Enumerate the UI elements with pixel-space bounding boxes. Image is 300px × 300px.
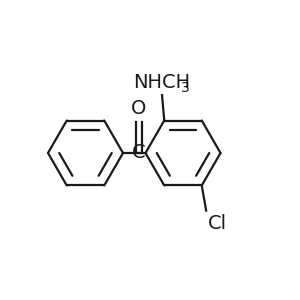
Text: C: C xyxy=(132,143,146,163)
Text: 3: 3 xyxy=(181,80,189,94)
Text: NHCH: NHCH xyxy=(134,73,190,92)
Text: O: O xyxy=(131,99,147,118)
Text: Cl: Cl xyxy=(208,214,227,232)
